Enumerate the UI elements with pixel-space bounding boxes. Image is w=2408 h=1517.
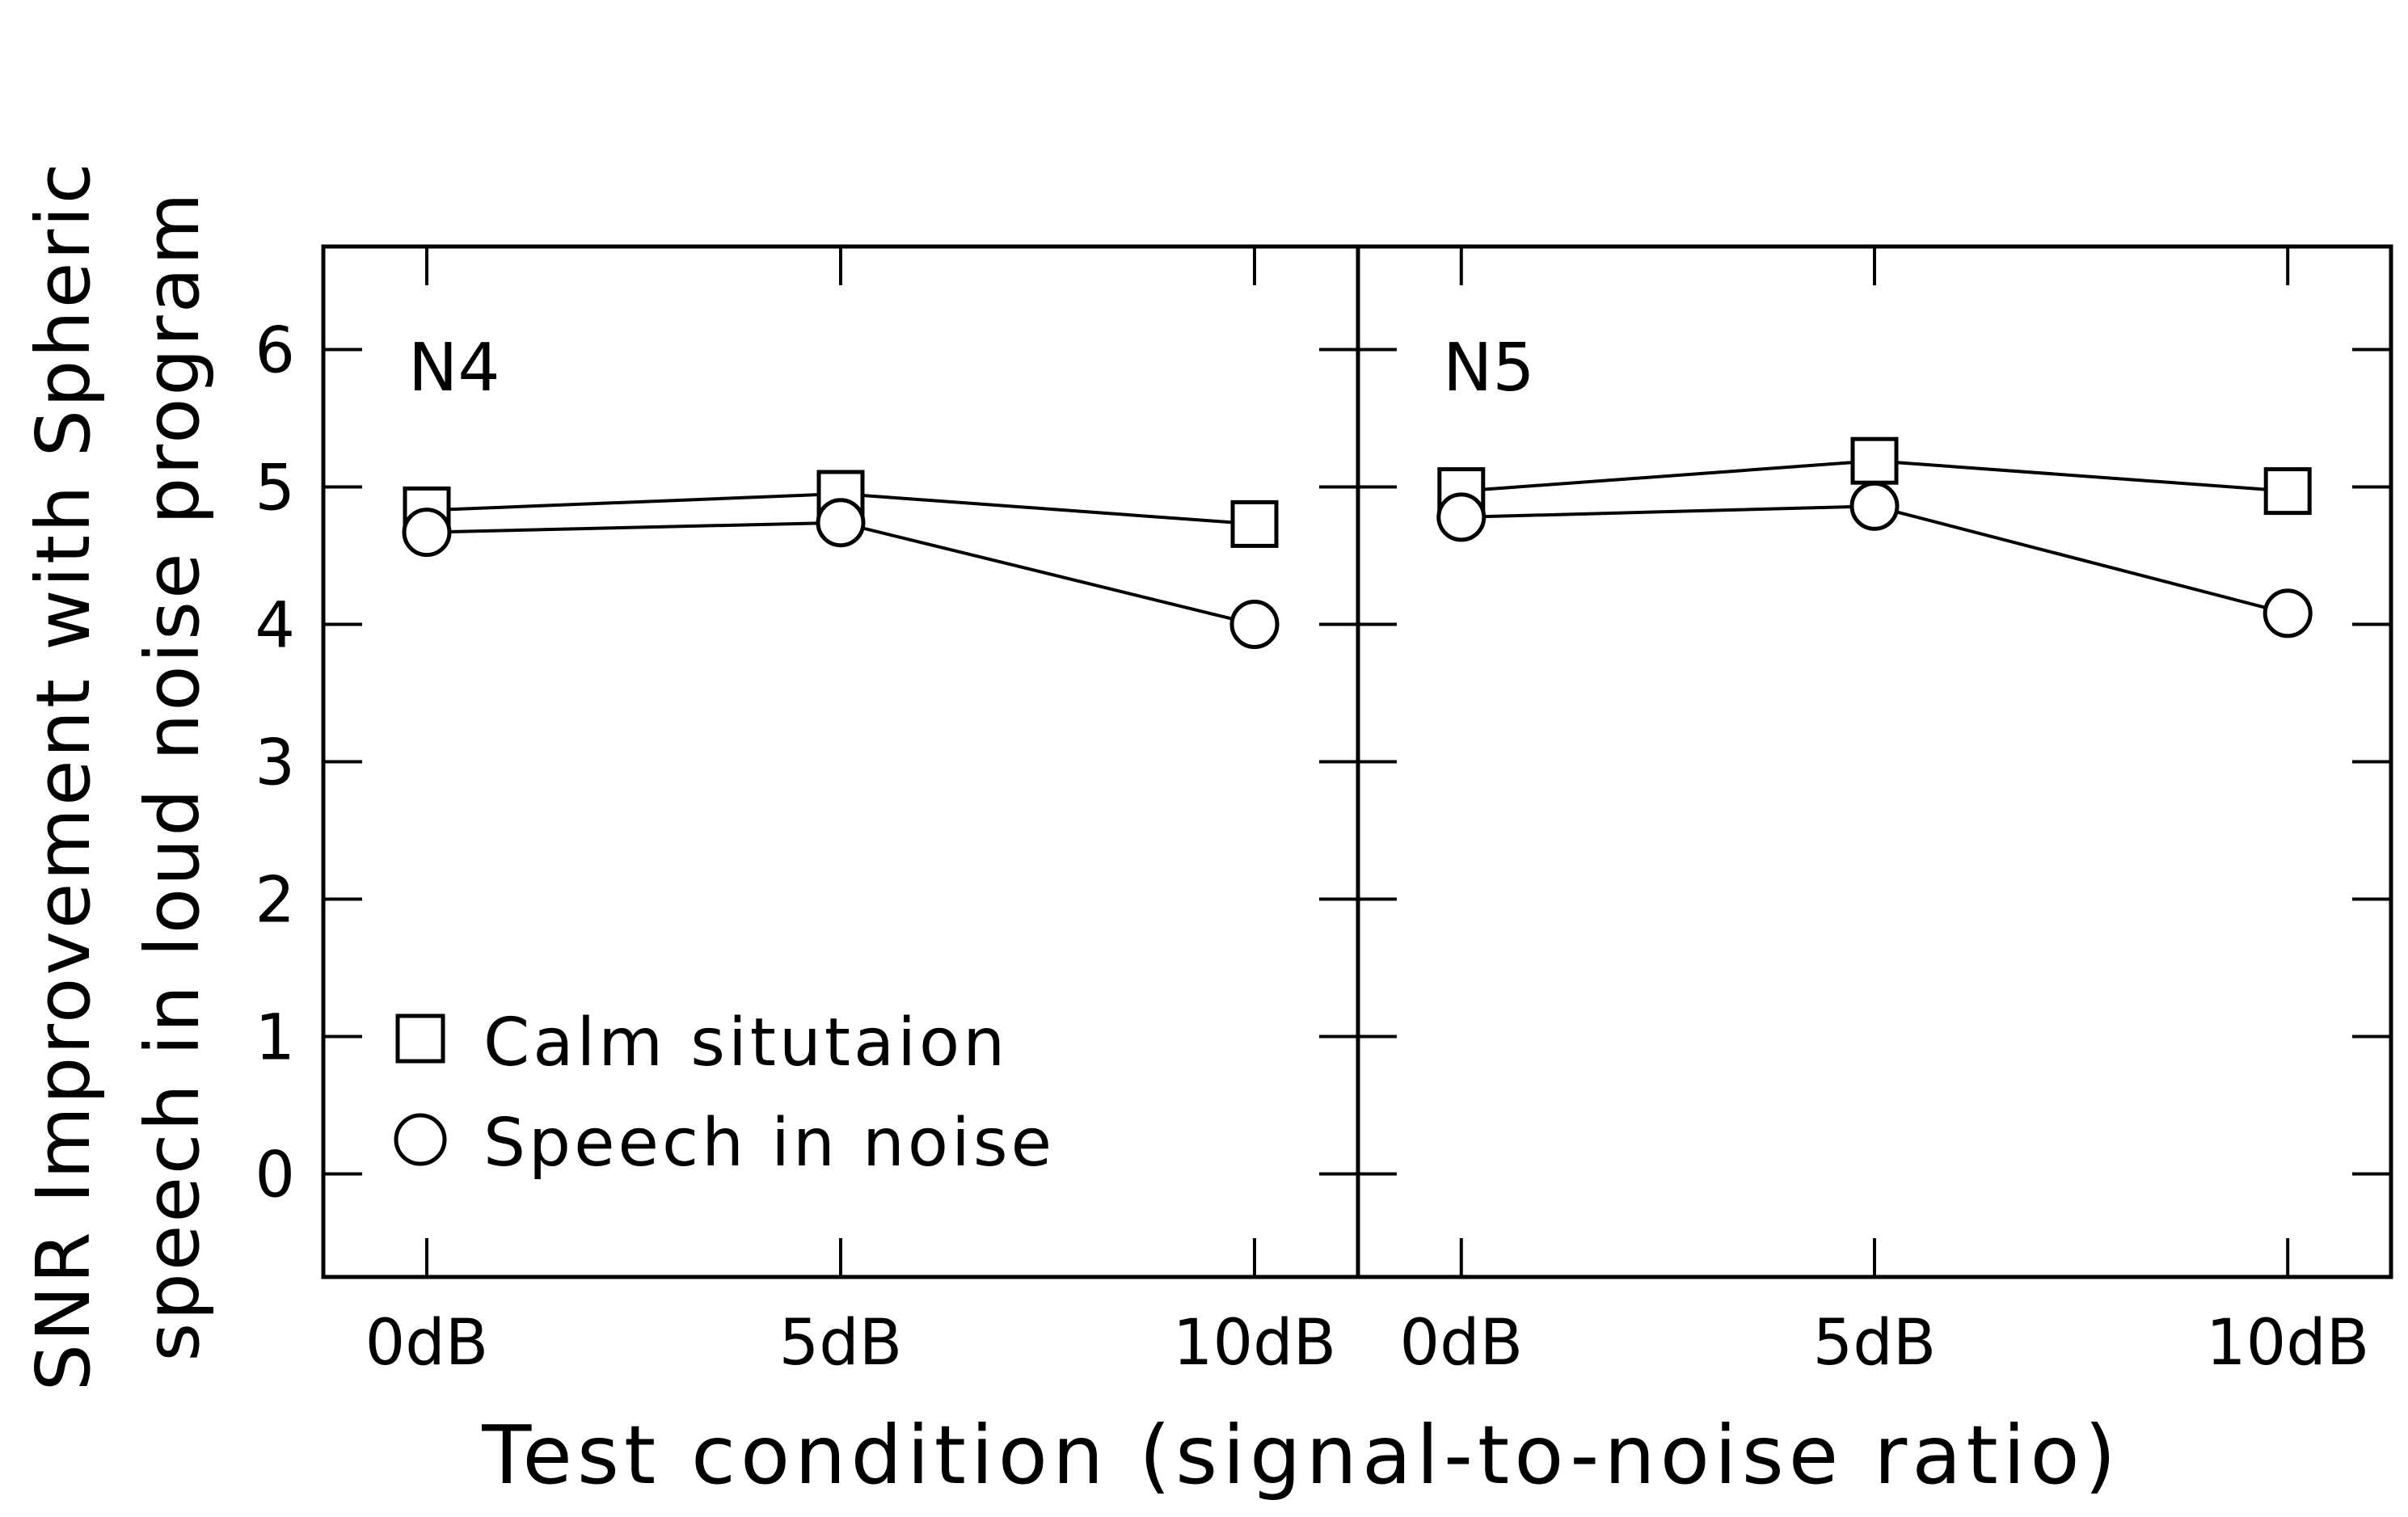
panel-n5-series-calm-point	[2263, 467, 2312, 516]
y-tick-label: 3	[255, 727, 295, 800]
y-tick-label: 2	[255, 865, 295, 938]
panel-n5-x-tick-label: 10dB	[2206, 1307, 2369, 1380]
marks-layer	[402, 436, 2313, 649]
y-tick-label: 5	[255, 453, 295, 525]
y-tick-label: 0	[255, 1140, 295, 1212]
y-axis-label-line-2: speech in loud noise program	[129, 190, 216, 1361]
panel-n5-series-speech-point	[2263, 588, 2313, 638]
y-tick-label: 4	[255, 590, 295, 663]
panel-n4-label: N4	[408, 330, 500, 407]
y-tick-label: 1	[255, 1002, 295, 1075]
panel-n4-series-speech-point	[402, 508, 452, 558]
panel-n5-series-speech-point	[1849, 481, 1900, 531]
panel-n5-x-tick-label: 0dB	[1399, 1307, 1523, 1380]
panel-n4-x-tick-label: 0dB	[365, 1307, 489, 1380]
panel-n5-series-speech-point	[1436, 492, 1487, 542]
x-axis-label: Test condition (signal-to-noise ratio)	[481, 1408, 2120, 1502]
legend-circle-marker	[394, 1113, 447, 1166]
panel-n4-x-tick-label: 5dB	[779, 1307, 903, 1380]
legend: Calm situtaion Speech in noise	[394, 1005, 1055, 1182]
axes-layer: 0 1 2 3 4 5 6 0dB 5dB 10dB N4 0dB 5dB 10dB N5	[255, 244, 2393, 1380]
panel-n5-label: N5	[1443, 330, 1535, 407]
panel-n4-x-tick-label: 10dB	[1173, 1307, 1336, 1380]
legend-label-speech: Speech in noise	[483, 1105, 1055, 1182]
panel-n5-series-calm-point	[1850, 436, 1899, 485]
panel-n4-series-speech-point	[816, 498, 866, 548]
panel-n4-series-calm-point	[1230, 499, 1279, 548]
y-axis-label-line-1: SNR Improvement with Spheric	[20, 161, 107, 1392]
legend-square-marker	[395, 1013, 445, 1064]
panel-n5-x-tick-label: 5dB	[1813, 1307, 1937, 1380]
y-tick-label: 6	[255, 315, 295, 388]
legend-label-calm: Calm situtaion	[483, 1005, 1008, 1081]
panel-n4-series-speech-point	[1229, 600, 1280, 649]
